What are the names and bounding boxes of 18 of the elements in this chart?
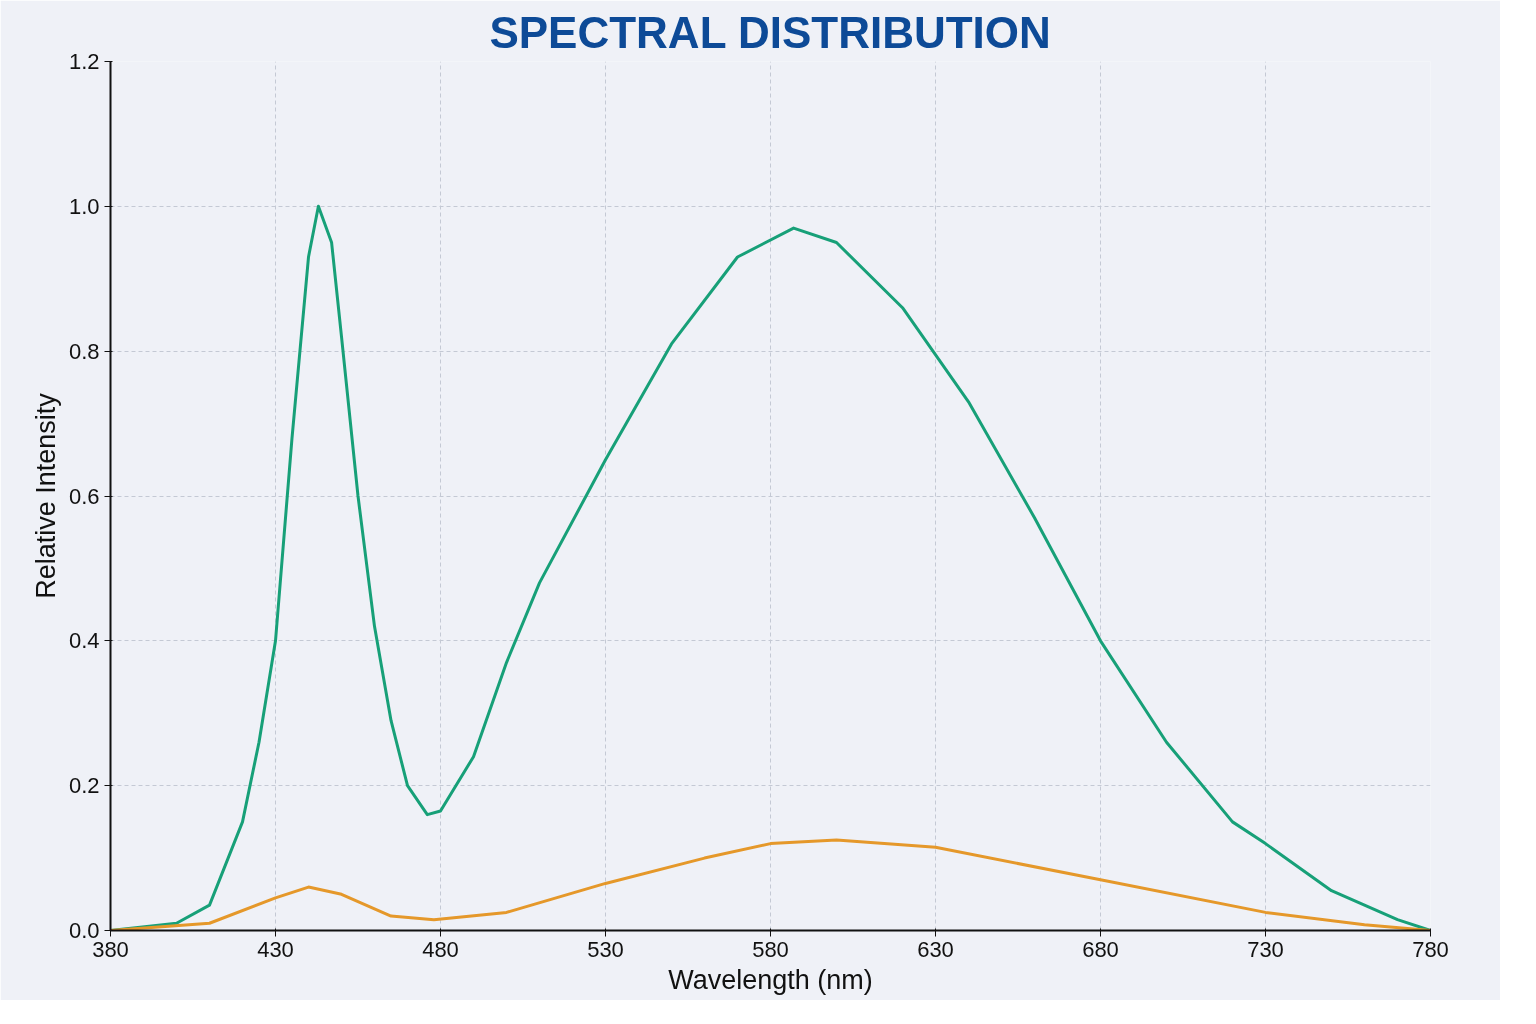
x-tick-label: 480 bbox=[422, 936, 459, 962]
x-tick-label: 680 bbox=[1082, 936, 1119, 962]
y-tick-label: 1.0 bbox=[68, 193, 100, 219]
x-tick-label: 580 bbox=[752, 936, 789, 962]
x-tick-label: 780 bbox=[1412, 936, 1449, 962]
x-tick-label: 530 bbox=[587, 936, 624, 962]
y-tick-label: 0.2 bbox=[68, 773, 100, 799]
y-axis-title: Relative Intensity bbox=[30, 392, 61, 599]
y-tick-label: 0.6 bbox=[68, 483, 100, 509]
chart-title: SPECTRAL DISTRIBUTION bbox=[489, 7, 1051, 57]
x-tick-label: 730 bbox=[1247, 936, 1284, 962]
y-tick-label: 0.0 bbox=[68, 918, 100, 943]
y-tick-label: 1.2 bbox=[68, 49, 100, 74]
x-tick-label: 430 bbox=[257, 936, 294, 962]
x-axis-title: Wavelength (nm) bbox=[668, 964, 873, 995]
x-tick-label: 630 bbox=[917, 936, 954, 962]
y-tick-label: 0.8 bbox=[68, 338, 100, 364]
y-tick-label: 0.4 bbox=[68, 628, 100, 654]
